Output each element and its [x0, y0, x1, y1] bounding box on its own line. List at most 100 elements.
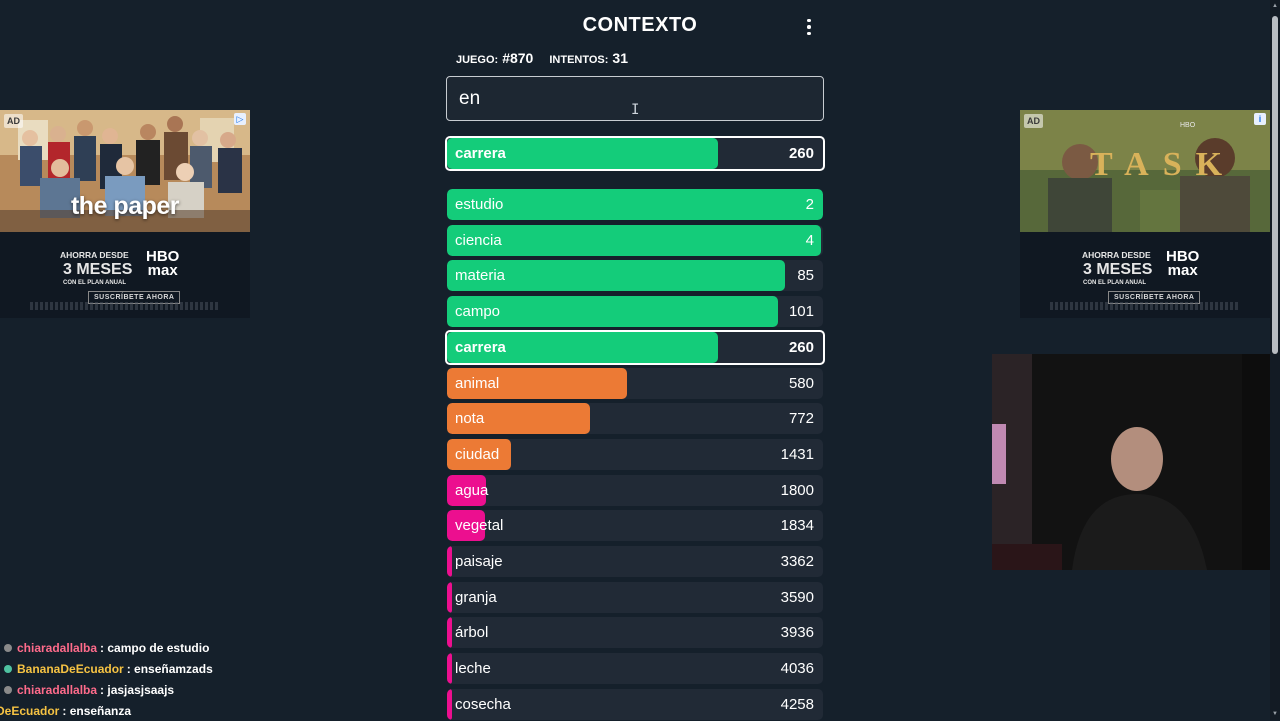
chat-badge-icon	[4, 643, 12, 652]
guess-word: leche	[455, 660, 491, 677]
ad-left-title: the paper	[70, 192, 180, 220]
guess-word: paisaje	[455, 553, 503, 570]
hbo-max-logo: HBO max	[146, 248, 180, 279]
last-guess-word: carrera	[455, 145, 506, 162]
last-guess-rank: 260	[788, 145, 814, 162]
guess-word: ciencia	[455, 232, 502, 249]
chat-text: : campo de estudio	[100, 640, 210, 655]
guess-row: granja 3590	[447, 582, 823, 613]
guess-similarity-bar	[447, 296, 778, 327]
chat-message: chiaradallalba: campo de estudio	[0, 637, 420, 658]
scroll-thumb[interactable]	[1272, 16, 1278, 354]
ad-badge: AD	[4, 114, 23, 128]
game-label: JUEGO:	[456, 54, 499, 66]
ad-right-title: TASK	[1090, 146, 1237, 183]
chat-text: : enseñamzads	[126, 661, 213, 676]
guess-rank: 1800	[780, 482, 814, 499]
guess-rank: 3936	[780, 624, 814, 641]
ad-legal-text	[30, 302, 220, 310]
guess-row: ciudad 1431	[447, 439, 823, 470]
scroll-up-icon[interactable]: ▲	[1272, 3, 1278, 9]
guess-input[interactable]	[446, 76, 824, 121]
guess-row: campo 101	[447, 296, 823, 327]
ad-left-photo	[0, 110, 250, 232]
guess-rank: 4	[805, 232, 814, 249]
adchoices-icon[interactable]: ▷	[234, 113, 246, 125]
guess-word: animal	[455, 375, 500, 392]
guess-row: leche 4036	[447, 653, 823, 684]
ad-left[interactable]: AD ▷ the paper AHORRA DESDE 3 MESES CON …	[0, 110, 250, 318]
chat-username[interactable]: DeEcuador	[0, 703, 60, 718]
promo-top: AHORRA DESDE	[60, 250, 129, 260]
chat-username[interactable]: BananaDeEcuador	[17, 661, 124, 676]
guess-row: paisaje 3362	[447, 546, 823, 577]
hbo-logo-bottom: max	[1167, 262, 1198, 279]
hbo-logo-top: HBO	[146, 248, 180, 265]
guess-word: campo	[455, 303, 501, 320]
page-scrollbar[interactable]: ▲ ▼	[1270, 0, 1280, 720]
guess-row: estudio 2	[447, 189, 823, 220]
guess-similarity-bar	[447, 582, 452, 613]
guess-word: materia	[455, 267, 506, 284]
guess-rank: 1834	[780, 517, 814, 534]
guess-similarity-bar	[447, 546, 452, 577]
guess-word: árbol	[455, 624, 489, 641]
guess-word: agua	[455, 482, 489, 499]
text-cursor-icon: I	[631, 102, 640, 118]
guess-rank: 1431	[780, 446, 814, 463]
ad-left-promo: AHORRA DESDE 3 MESES CON EL PLAN ANUAL H…	[0, 232, 250, 318]
guess-row: carrera 260	[445, 330, 825, 365]
webcam-image	[992, 354, 1280, 570]
guess-row: animal 580	[447, 368, 823, 399]
chat-message: BananaDeEcuador: enseñamzads	[0, 658, 420, 679]
ad-right-brand-small: HBO	[1180, 122, 1196, 129]
ad-badge: AD	[1024, 114, 1043, 128]
chat-badge-icon	[4, 664, 12, 673]
guess-similarity-bar	[447, 617, 452, 648]
guess-rank: 85	[797, 267, 814, 284]
guess-rank: 3362	[780, 553, 814, 570]
promo-big: 3 MESES	[1083, 261, 1153, 278]
last-guess-bar	[447, 138, 718, 169]
guess-similarity-bar	[447, 653, 452, 684]
guess-row: nota 772	[447, 403, 823, 434]
guess-similarity-bar	[447, 368, 628, 399]
guess-rank: 101	[788, 303, 814, 320]
guess-row: agua 1800	[447, 475, 823, 506]
guess-rank: 3590	[780, 589, 814, 606]
game-info: JUEGO: #870 INTENTOS: 31	[456, 50, 628, 66]
guess-similarity-bar	[447, 260, 786, 291]
guess-rank: 580	[788, 375, 814, 392]
guess-similarity-bar	[447, 475, 487, 506]
chat-username[interactable]: chiaradallalba	[17, 682, 98, 697]
kebab-menu-icon[interactable]	[800, 14, 818, 40]
guess-similarity-bar	[447, 689, 452, 720]
ad-right[interactable]: AD i HBO TASK AHORRA DESDE 3 MESES CON E…	[1020, 110, 1270, 318]
ad-right-promo: AHORRA DESDE 3 MESES CON EL PLAN ANUAL H…	[1020, 232, 1270, 318]
chat-badge-icon	[4, 685, 12, 694]
guess-row: materia 85	[447, 260, 823, 291]
chat-text: : jasjasjsaajs	[100, 682, 175, 697]
guess-row: árbol 3936	[447, 617, 823, 648]
hbo-logo-bottom: max	[147, 262, 178, 279]
ad-legal-text	[1050, 302, 1240, 310]
chat-text: : enseñanza	[62, 703, 132, 718]
chat-username[interactable]: chiaradallalba	[17, 640, 98, 655]
guess-rank: 2	[805, 196, 814, 213]
scroll-down-icon[interactable]: ▼	[1272, 711, 1278, 717]
guess-word: cosecha	[455, 696, 511, 713]
promo-bottom: CON EL PLAN ANUAL	[63, 280, 126, 286]
hbo-max-logo: HBO max	[1166, 249, 1199, 279]
guess-row: vegetal 1834	[447, 510, 823, 541]
promo-bottom: CON EL PLAN ANUAL	[1083, 280, 1146, 286]
chat-message: DeEcuador: enseñanza	[0, 700, 420, 721]
guess-word: ciudad	[455, 446, 500, 463]
last-guess-row: carrera 260	[445, 136, 825, 171]
chat-message: chiaradallalba: jasjasjsaajs	[0, 679, 420, 700]
adchoices-icon[interactable]: i	[1254, 113, 1266, 125]
guess-similarity-bar	[447, 439, 511, 470]
webcam-overlay	[992, 354, 1280, 570]
guess-row: ciencia 4	[447, 225, 823, 256]
guess-rank: 4036	[780, 660, 814, 677]
guess-word: vegetal	[455, 517, 504, 534]
